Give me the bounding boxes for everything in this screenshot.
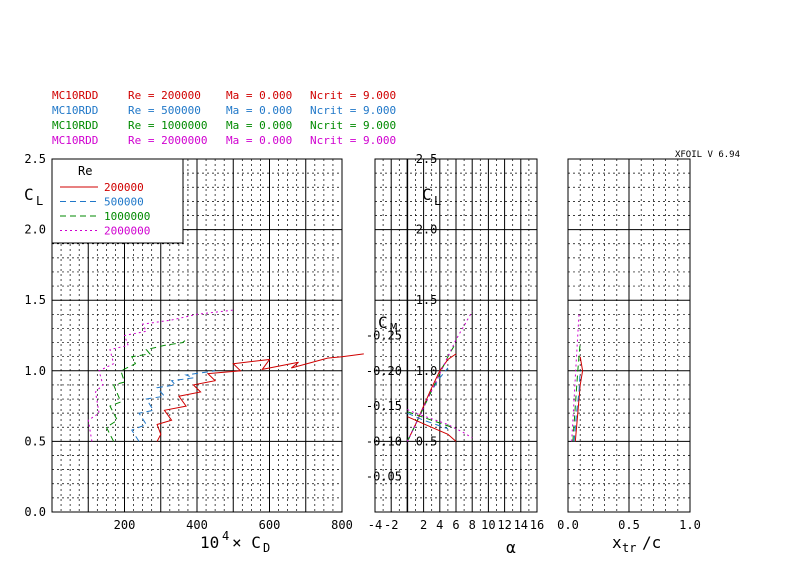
p1-ylabel: C	[24, 185, 34, 204]
p1-y-tick-label: 1.0	[24, 364, 46, 378]
p2-cm-tick-label: -0.05	[366, 470, 402, 484]
legend-title: Re	[78, 164, 92, 178]
p3-series-1000000	[572, 342, 581, 442]
p2-x-tick-label: -4	[368, 518, 382, 532]
p2-cl-label: C	[422, 185, 432, 204]
p3-frame	[567, 158, 691, 513]
header-ncrit-0: Ncrit = 9.000	[310, 89, 396, 102]
p2-cl-tick-label: 0.5	[416, 434, 438, 448]
p1-xlabel-exp: 4	[222, 529, 229, 543]
header-re-0: Re = 200000	[128, 89, 201, 102]
p3-x-tick-label: 1.0	[679, 518, 701, 532]
p2-cl-series-200000	[406, 353, 457, 442]
p2-cm-series-500000	[407, 412, 449, 430]
p2-cl-series-1000000	[406, 342, 457, 442]
p1-y-tick-label: 0.5	[24, 434, 46, 448]
header-airfoil-2: MC10RDD	[52, 119, 98, 132]
drag-polar-panel: 200 400 600 800 0.0 0.5 1.0 1.5 2.0 2.5 C L 10 4 × C D R…	[24, 152, 364, 555]
p3-xlabel-x: x	[612, 533, 622, 552]
p2-cl-series-2000000	[406, 311, 473, 442]
header-re-1: Re = 500000	[128, 104, 201, 117]
p1-x-tick-label: 200	[114, 518, 136, 532]
p3-series-2000000	[571, 314, 580, 442]
header-re-3: Re = 2000000	[128, 134, 207, 147]
p3-series-500000	[573, 370, 581, 442]
p1-ylabel-sub: L	[36, 194, 43, 208]
p2-cm-label: C	[378, 313, 388, 332]
transition-panel: 0.0 0.5 1.0 x tr/c	[557, 158, 701, 555]
p2-x-tick-label: 4	[436, 518, 443, 532]
p2-cm-series-1000000	[407, 411, 457, 430]
p2-x-tick-label: -2	[384, 518, 398, 532]
alpha-panel: -4 -2 2 4 6 8 10 12 14 16 0.5 1.0 1.5 2.0 2.5 -0.05 -0.1…	[366, 152, 544, 557]
p1-y-tick-label: 2.0	[24, 223, 46, 237]
p1-xlabel-sub: D	[263, 541, 270, 555]
header-ma-1: Ma = 0.000	[226, 104, 292, 117]
p1-x-tick-label: 800	[331, 518, 353, 532]
p2-x-tick-label: 2	[420, 518, 427, 532]
p3-series-200000	[574, 356, 584, 442]
p2-cm-tick-label: -0.20	[366, 364, 402, 378]
version-label: XFOIL V 6.94	[675, 150, 740, 160]
header-ncrit-1: Ncrit = 9.000	[310, 104, 396, 117]
p2-x-tick-label: 6	[452, 518, 459, 532]
header-airfoil-3: MC10RDD	[52, 134, 98, 147]
p1-xlabel-cd: × C	[232, 533, 261, 552]
p1-frame	[51, 158, 343, 513]
p1-y-tick-label: 0.0	[24, 505, 46, 519]
p2-cm-tick-label: -0.25	[366, 329, 402, 343]
legend-entry-1000000: 1000000	[104, 210, 150, 223]
header-ma-3: Ma = 0.000	[226, 134, 292, 147]
p2-cm-series-200000	[407, 416, 457, 442]
header-airfoil-0: MC10RDD	[52, 89, 98, 102]
legend-entry-200000: 200000	[104, 181, 144, 194]
p2-x-tick-label: 10	[481, 518, 495, 532]
header-ncrit-2: Ncrit = 9.000	[310, 119, 396, 132]
p2-cm-tick-label: -0.15	[366, 399, 402, 413]
p2-x-tick-label: 14	[514, 518, 528, 532]
p2-cm-label-sub: M	[390, 321, 397, 335]
p2-x-tick-label: 8	[469, 518, 476, 532]
p3-x-tick-label: 0.5	[618, 518, 640, 532]
p2-cm-series-2000000	[407, 409, 473, 439]
header-legend: MC10RDD Re = 200000 Ma = 0.000 Ncrit = 9.00…	[52, 89, 396, 147]
header-ma-0: Ma = 0.000	[226, 89, 292, 102]
p2-cl-tick-label: 1.5	[416, 293, 438, 307]
p3-xlabel-c: /c	[642, 533, 661, 552]
p1-series-2000000	[87, 309, 234, 442]
p1-series-1000000	[105, 339, 187, 442]
p2-cl-tick-label: 1.0	[416, 364, 438, 378]
p2-cm-tick-label: -0.10	[366, 434, 402, 448]
p3-x-tick-label: 0.0	[557, 518, 579, 532]
header-ma-2: Ma = 0.000	[226, 119, 292, 132]
p1-x-tick-label: 400	[186, 518, 208, 532]
p2-xlabel: α	[506, 538, 516, 557]
p2-x-tick-label: 16	[530, 518, 544, 532]
p1-series-200000	[156, 353, 364, 442]
legend-entry-500000: 500000	[104, 196, 144, 209]
p1-xlabel-base: 10	[200, 533, 219, 552]
p1-y-tick-label: 1.5	[24, 293, 46, 307]
p2-frame	[374, 158, 538, 513]
header-airfoil-1: MC10RDD	[52, 104, 98, 117]
header-re-2: Re = 1000000	[128, 119, 207, 132]
legend-entry-2000000: 2000000	[104, 225, 150, 238]
p1-x-tick-label: 600	[259, 518, 281, 532]
header-ncrit-3: Ncrit = 9.000	[310, 134, 396, 147]
p1-y-tick-label: 2.5	[24, 152, 46, 166]
p1-series-500000	[131, 370, 216, 442]
p2-cl-series-500000	[406, 367, 449, 442]
p2-cl-tick-label: 2.0	[416, 223, 438, 237]
p2-x-tick-label: 12	[497, 518, 511, 532]
p2-cl-label-sub: L	[434, 194, 441, 208]
p2-cl-tick-label: 2.5	[416, 152, 438, 166]
p3-xlabel-sub: tr	[622, 541, 636, 555]
